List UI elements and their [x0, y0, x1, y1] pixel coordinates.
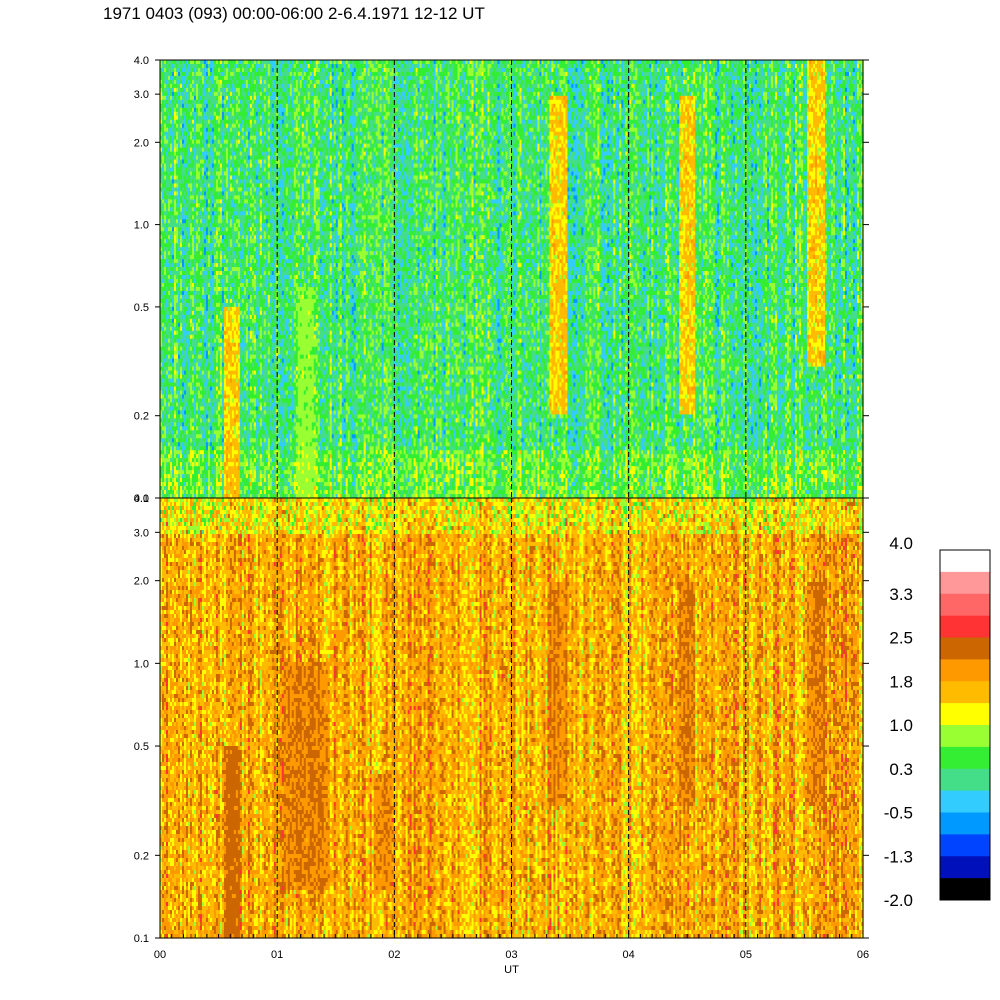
y-tick-label: 3.0 — [134, 89, 149, 101]
colorbar-segment — [940, 856, 990, 878]
x-tick-label: 04 — [623, 949, 635, 961]
y-tick-label: 1.0 — [134, 220, 149, 232]
colorbar-label: 0.3 — [889, 760, 913, 779]
colorbar-label: -1.3 — [884, 847, 913, 866]
colorbar-label: 2.5 — [889, 629, 913, 648]
colorbar-segment — [940, 572, 990, 594]
colorbar-segment — [940, 638, 990, 660]
y-tick-label: 0.5 — [134, 302, 149, 314]
y-tick-label: 2.0 — [134, 576, 149, 588]
y-tick-label: 4.0 — [134, 493, 149, 505]
y-tick-label: 0.2 — [134, 850, 149, 862]
y-tick-label: 1.0 — [134, 658, 149, 670]
x-axis-label: UT — [504, 964, 519, 976]
spectrogram-chart: 0.10.20.51.02.03.04.00.10.20.51.02.03.04… — [0, 0, 1000, 1000]
x-tick-label: 00 — [154, 949, 166, 961]
colorbar-segment — [940, 769, 990, 791]
x-tick-label: 05 — [740, 949, 752, 961]
colorbar-segment — [940, 813, 990, 835]
colorbar-label: -0.5 — [884, 804, 913, 823]
colorbar-segment — [940, 616, 990, 638]
x-tick-label: 01 — [271, 949, 283, 961]
colorbar-segment — [940, 747, 990, 769]
colorbar-segment — [940, 594, 990, 616]
colorbar-label: 4.0 — [889, 534, 913, 553]
colorbar-segment — [940, 681, 990, 703]
y-tick-label: 2.0 — [134, 137, 149, 149]
y-tick-label: 0.1 — [134, 933, 149, 945]
colorbar-segment — [940, 878, 990, 900]
colorbar-label: 3.3 — [889, 585, 913, 604]
colorbar-label: 1.0 — [889, 716, 913, 735]
colorbar-segment — [940, 659, 990, 681]
y-tick-label: 3.0 — [134, 527, 149, 539]
colorbar: 4.0 3.3 2.5 1.8 1.0 0.3 -0.5 -1.3 -2.0 — [884, 534, 990, 910]
y-tick-label: 4.0 — [134, 55, 149, 67]
colorbar-segment — [940, 550, 990, 572]
x-tick-label: 02 — [388, 949, 400, 961]
colorbar-segment — [940, 725, 990, 747]
colorbar-segment — [940, 834, 990, 856]
y-tick-label: 0.2 — [134, 411, 149, 423]
colorbar-segment — [940, 791, 990, 813]
x-tick-label: 06 — [857, 949, 869, 961]
y-tick-label: 0.5 — [134, 741, 149, 753]
colorbar-label: -2.0 — [884, 891, 913, 910]
colorbar-segment — [940, 703, 990, 725]
x-tick-label: 03 — [505, 949, 517, 961]
colorbar-label: 1.8 — [889, 672, 913, 691]
